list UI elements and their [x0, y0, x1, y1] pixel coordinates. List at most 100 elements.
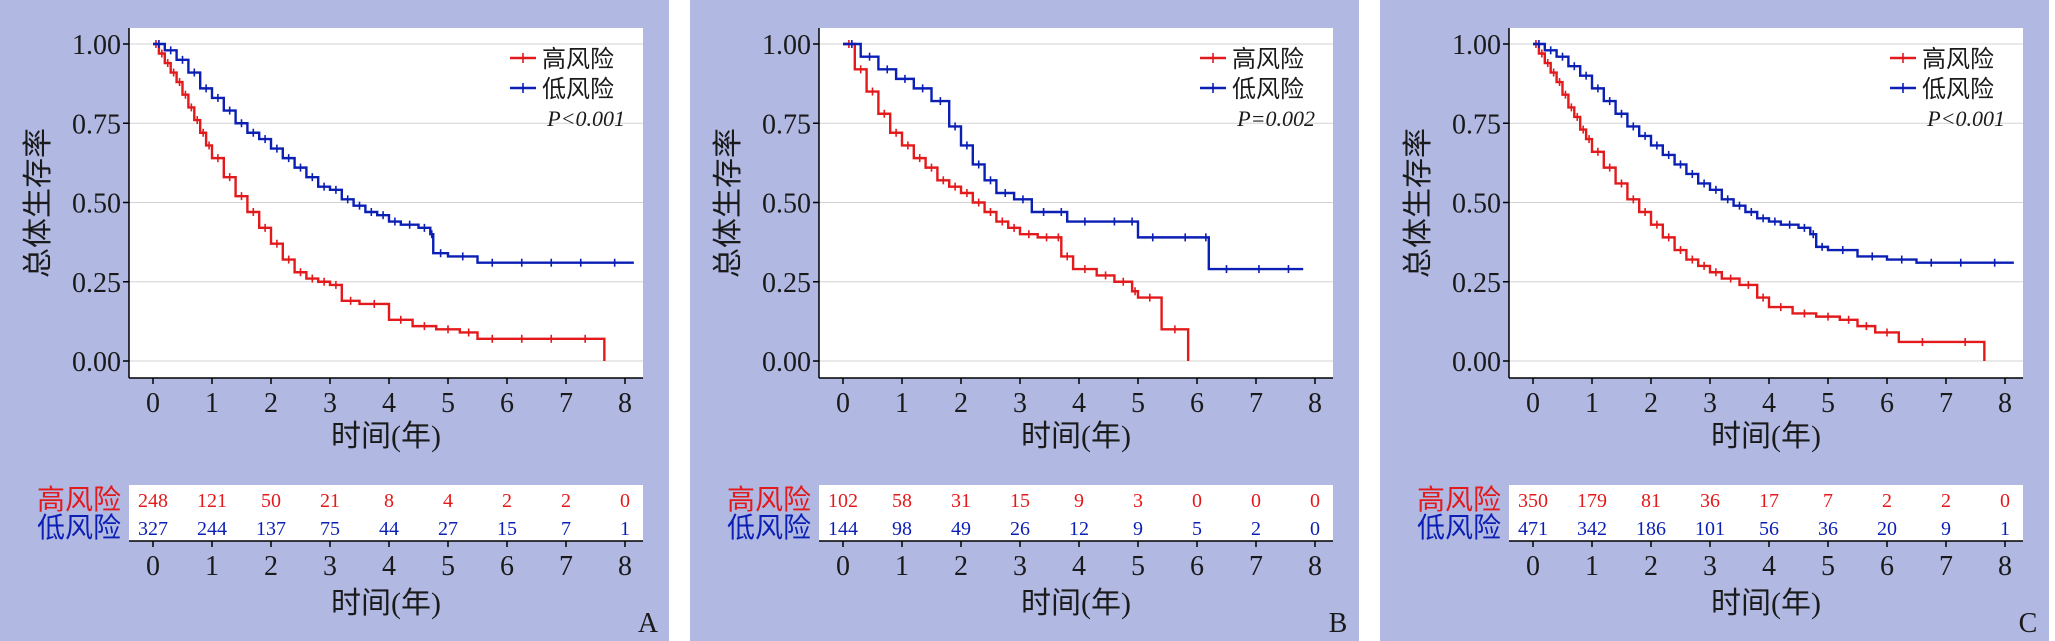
- risk-table-count: 2: [1941, 490, 1951, 512]
- risk-table-row-label: 高风险: [1417, 484, 1501, 516]
- risk-table-count: 98: [892, 518, 912, 540]
- x-tick-label: 3: [323, 388, 337, 419]
- x-tick-label: 8: [1308, 388, 1322, 419]
- y-tick-label: 0.75: [72, 109, 121, 140]
- high-risk-curve: [153, 42, 606, 361]
- risk-table-x-tick-label: 1: [1585, 551, 1599, 582]
- low-risk-curve: [1533, 42, 2014, 264]
- legend-low-risk-label: 低风险: [1232, 76, 1304, 103]
- risk-table-x-tick-label: 2: [1644, 551, 1658, 582]
- risk-table-count: 121: [197, 490, 227, 512]
- risk-table-count: 186: [1636, 518, 1666, 540]
- risk-table-count: 1: [620, 518, 630, 540]
- risk-table-x-title: 时间(年): [331, 587, 441, 620]
- risk-table-x-tick-label: 6: [500, 551, 514, 582]
- risk-table-count: 12: [1069, 518, 1089, 540]
- legend-high-risk-label: 高风险: [1232, 46, 1304, 73]
- y-tick-label: 1.00: [762, 30, 811, 61]
- risk-table-count: 21: [320, 490, 340, 512]
- y-tick-label: 0.00: [762, 347, 811, 378]
- p-value: P<0.001: [1926, 106, 2005, 131]
- risk-table-x-tick-label: 1: [895, 551, 909, 582]
- risk-table-count: 0: [2000, 490, 2010, 512]
- x-tick-label: 6: [1880, 388, 1894, 419]
- risk-table-count: 0: [1310, 490, 1320, 512]
- risk-table-count: 7: [1823, 490, 1833, 512]
- panel-letter: B: [1329, 608, 1348, 639]
- risk-table-count: 244: [197, 518, 227, 540]
- risk-table-x-tick-label: 0: [836, 551, 850, 582]
- y-tick-label: 0.25: [762, 268, 811, 299]
- risk-table-count: 327: [138, 518, 168, 540]
- x-tick-label: 2: [264, 388, 278, 419]
- x-tick-label: 0: [146, 388, 160, 419]
- risk-table-row-label: 高风险: [37, 484, 121, 516]
- y-tick-label: 0.50: [72, 189, 121, 220]
- x-tick-label: 4: [1762, 388, 1776, 419]
- risk-table-x-tick-label: 2: [954, 551, 968, 582]
- x-axis-title: 时间(年): [1021, 420, 1131, 453]
- risk-table-count: 17: [1759, 490, 1779, 512]
- y-axis-title: 总体生存率: [1402, 128, 1435, 278]
- y-tick-label: 0.00: [1452, 347, 1501, 378]
- risk-table-count: 2: [561, 490, 571, 512]
- risk-table-count: 5: [1192, 518, 1202, 540]
- risk-table-x-tick-label: 4: [1072, 551, 1086, 582]
- risk-table-x-tick-label: 3: [1013, 551, 1027, 582]
- risk-table-count: 342: [1577, 518, 1607, 540]
- legend-high-risk-label: 高风险: [1922, 46, 1994, 73]
- risk-table-row-label: 低风险: [37, 512, 121, 544]
- km-panel-c: 0.000.250.500.751.000 1 2 3 4 5 6 7 8时间(年)总体生存率高…: [1402, 28, 2037, 639]
- risk-table-count: 7: [561, 518, 571, 540]
- x-tick-label: 3: [1013, 388, 1027, 419]
- x-tick-label: 2: [954, 388, 968, 419]
- risk-table-count: 2: [1882, 490, 1892, 512]
- x-tick-label: 8: [1998, 388, 2012, 419]
- risk-table-x-tick-label: 3: [1703, 551, 1717, 582]
- y-tick-label: 0.25: [72, 268, 121, 299]
- risk-table-x-tick-label: 7: [1249, 551, 1263, 582]
- y-tick-label: 0.75: [762, 109, 811, 140]
- risk-table-x-tick-label: 3: [323, 551, 337, 582]
- risk-table-x-tick-label: 0: [1526, 551, 1540, 582]
- risk-table-count: 81: [1641, 490, 1661, 512]
- p-value: P=0.002: [1236, 106, 1315, 131]
- panel-letter: A: [638, 608, 659, 639]
- x-tick-label: 0: [1526, 388, 1540, 419]
- risk-table-x-tick-label: 8: [1308, 551, 1322, 582]
- x-tick-label: 4: [1072, 388, 1086, 419]
- risk-table-count: 36: [1700, 490, 1720, 512]
- risk-table-count: 101: [1695, 518, 1725, 540]
- risk-table-count: 15: [497, 518, 517, 540]
- legend-high-risk-label: 高风险: [542, 46, 614, 73]
- p-value: P<0.001: [546, 106, 625, 131]
- risk-table-count: 2: [1251, 518, 1261, 540]
- x-tick-label: 0: [836, 388, 850, 419]
- x-tick-label: 6: [1190, 388, 1204, 419]
- risk-table-count: 36: [1818, 518, 1838, 540]
- risk-table-x-tick-label: 4: [1762, 551, 1776, 582]
- legend-low-risk-label: 低风险: [1922, 76, 1994, 103]
- risk-table-count: 248: [138, 490, 168, 512]
- y-axis-title: 总体生存率: [22, 128, 55, 278]
- risk-table-count: 8: [384, 490, 394, 512]
- risk-table-count: 2: [502, 490, 512, 512]
- risk-table-count: 20: [1877, 518, 1897, 540]
- y-tick-label: 0.75: [1452, 109, 1501, 140]
- risk-table-count: 9: [1074, 490, 1084, 512]
- risk-table-x-tick-label: 8: [1998, 551, 2012, 582]
- risk-table-count: 56: [1759, 518, 1779, 540]
- x-axis-title: 时间(年): [1711, 420, 1821, 453]
- risk-table-count: 50: [261, 490, 281, 512]
- x-tick-label: 7: [559, 388, 573, 419]
- risk-table-row-label: 低风险: [727, 512, 811, 544]
- risk-table-count: 0: [1310, 518, 1320, 540]
- y-tick-label: 1.00: [1452, 30, 1501, 61]
- risk-table-area: [129, 485, 643, 541]
- risk-table-x-title: 时间(年): [1711, 587, 1821, 620]
- risk-table-count: 27: [438, 518, 458, 540]
- risk-table-count: 9: [1133, 518, 1143, 540]
- risk-table-count: 3: [1133, 490, 1143, 512]
- risk-table-x-tick-label: 4: [382, 551, 396, 582]
- x-tick-label: 2: [1644, 388, 1658, 419]
